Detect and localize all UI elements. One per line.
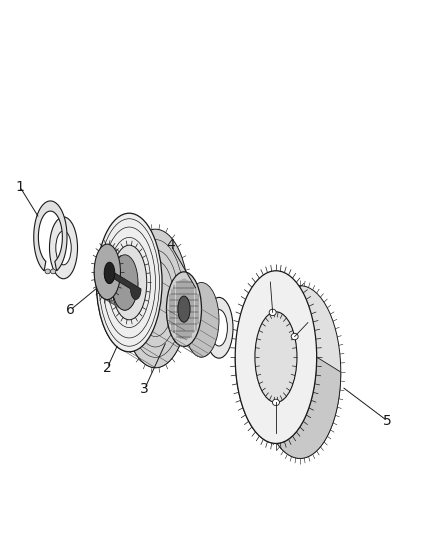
Polygon shape (94, 272, 138, 310)
Ellipse shape (269, 309, 276, 316)
Polygon shape (166, 309, 219, 357)
Ellipse shape (291, 333, 298, 340)
Ellipse shape (104, 262, 115, 284)
Ellipse shape (94, 244, 120, 300)
Ellipse shape (112, 245, 147, 320)
Ellipse shape (272, 399, 279, 406)
Ellipse shape (205, 297, 233, 358)
Ellipse shape (259, 286, 341, 458)
Ellipse shape (45, 269, 50, 274)
Ellipse shape (112, 255, 138, 310)
Ellipse shape (56, 231, 71, 265)
Ellipse shape (166, 272, 201, 346)
Ellipse shape (50, 269, 56, 274)
Text: 1: 1 (15, 180, 24, 193)
Ellipse shape (123, 229, 188, 368)
Text: 2: 2 (103, 361, 112, 375)
Text: 5: 5 (383, 414, 392, 428)
Ellipse shape (255, 312, 297, 402)
Text: 4: 4 (166, 238, 175, 252)
Text: 3: 3 (140, 382, 149, 396)
Ellipse shape (235, 271, 317, 443)
PathPatch shape (34, 201, 67, 271)
Text: 6: 6 (66, 303, 74, 317)
Ellipse shape (49, 217, 78, 279)
Ellipse shape (211, 310, 227, 346)
Ellipse shape (178, 296, 190, 322)
Ellipse shape (96, 213, 162, 352)
Polygon shape (235, 357, 341, 458)
Ellipse shape (184, 282, 219, 357)
Polygon shape (96, 282, 188, 368)
Polygon shape (104, 273, 141, 300)
